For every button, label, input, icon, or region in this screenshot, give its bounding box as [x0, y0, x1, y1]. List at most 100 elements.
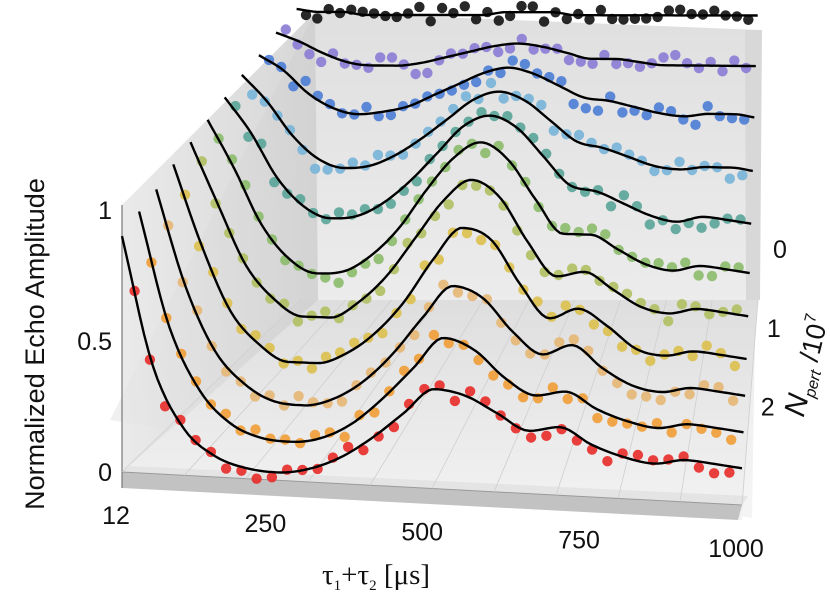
data-point — [493, 46, 504, 58]
data-point — [443, 199, 454, 210]
data-point — [449, 395, 461, 407]
n-superscript: 7 — [802, 312, 821, 325]
floor-gridline — [183, 299, 347, 476]
data-point — [282, 188, 293, 199]
data-point — [269, 177, 280, 188]
data-point — [481, 294, 493, 305]
data-point — [422, 67, 433, 79]
data-point — [686, 8, 697, 20]
tau2-subscript: 2 — [369, 578, 377, 593]
data-point — [527, 1, 538, 12]
data-point — [595, 4, 607, 16]
data-point — [293, 390, 304, 402]
data-point — [349, 337, 360, 348]
fit-curve — [206, 119, 750, 275]
data-point — [597, 365, 608, 376]
y-axis-label: Npert /107 — [778, 312, 830, 421]
data-point — [693, 462, 705, 473]
data-point — [708, 468, 720, 479]
data-point — [676, 299, 688, 310]
data-point — [488, 370, 499, 381]
data-point — [443, 338, 454, 349]
data-point — [592, 412, 603, 424]
data-point — [312, 13, 323, 24]
data-point — [699, 160, 710, 172]
data-point — [592, 105, 604, 116]
data-point — [358, 445, 369, 456]
data-point — [519, 58, 531, 70]
data-point — [528, 44, 539, 55]
data-point — [548, 125, 559, 136]
data-point — [702, 101, 713, 112]
fit-curve — [275, 31, 756, 68]
data-point — [385, 198, 396, 209]
data-point — [247, 89, 258, 100]
series-black — [296, 0, 758, 27]
data-point — [504, 43, 516, 54]
data-point — [568, 334, 579, 345]
data-point — [435, 116, 446, 127]
data-point — [266, 472, 278, 483]
data-point — [681, 58, 693, 69]
data-point — [560, 300, 571, 311]
fit-curve — [258, 54, 755, 119]
data-point — [498, 93, 509, 104]
data-point — [641, 391, 652, 402]
data-point — [536, 99, 547, 111]
series-red — [120, 235, 743, 484]
data-point — [300, 75, 311, 87]
data-point — [373, 253, 384, 265]
data-point — [342, 441, 354, 453]
data-point — [658, 52, 669, 63]
floor-gridline — [121, 299, 301, 473]
x-axis-label: τ1+τ2 [μs] — [322, 559, 430, 593]
data-point — [706, 270, 718, 282]
data-point — [670, 223, 681, 235]
data-point — [743, 14, 754, 25]
n-scale: /10 — [792, 321, 830, 372]
data-point — [602, 456, 613, 467]
data-point — [634, 61, 646, 72]
data-point — [666, 427, 677, 438]
data-point — [436, 2, 448, 14]
series-layer — [120, 0, 758, 484]
x-tick-label: 12 — [102, 502, 130, 530]
data-point — [538, 16, 550, 27]
data-point — [471, 76, 482, 88]
data-point — [701, 340, 712, 351]
data-point — [425, 16, 436, 27]
data-point — [562, 393, 573, 405]
data-point — [525, 432, 537, 443]
data-point — [724, 467, 735, 478]
data-point — [280, 24, 291, 35]
floor-gridline — [741, 299, 759, 506]
data-point — [670, 49, 681, 61]
data-point — [517, 392, 529, 403]
data-point — [607, 416, 618, 427]
data-point — [339, 431, 350, 443]
fit-curve — [296, 7, 758, 17]
data-point — [546, 311, 557, 322]
data-point — [495, 67, 506, 79]
data-point — [632, 449, 644, 461]
data-point — [402, 8, 414, 19]
fit-curve — [223, 96, 752, 225]
data-point — [309, 429, 321, 441]
data-point — [731, 304, 742, 315]
data-point — [361, 293, 372, 304]
data-point — [251, 473, 262, 484]
data-point — [470, 14, 482, 25]
data-point — [377, 328, 388, 339]
data-point — [568, 98, 579, 110]
data-point — [304, 49, 315, 60]
n-subscript: pert — [802, 368, 826, 400]
data-point — [541, 430, 552, 441]
data-point — [661, 165, 673, 176]
fit-curve — [155, 189, 746, 407]
fit-curve — [137, 211, 744, 443]
y-tick-label: 1 — [767, 315, 781, 343]
data-point — [375, 285, 386, 297]
data-point — [715, 347, 726, 359]
data-point — [713, 381, 724, 393]
data-point — [361, 101, 372, 113]
